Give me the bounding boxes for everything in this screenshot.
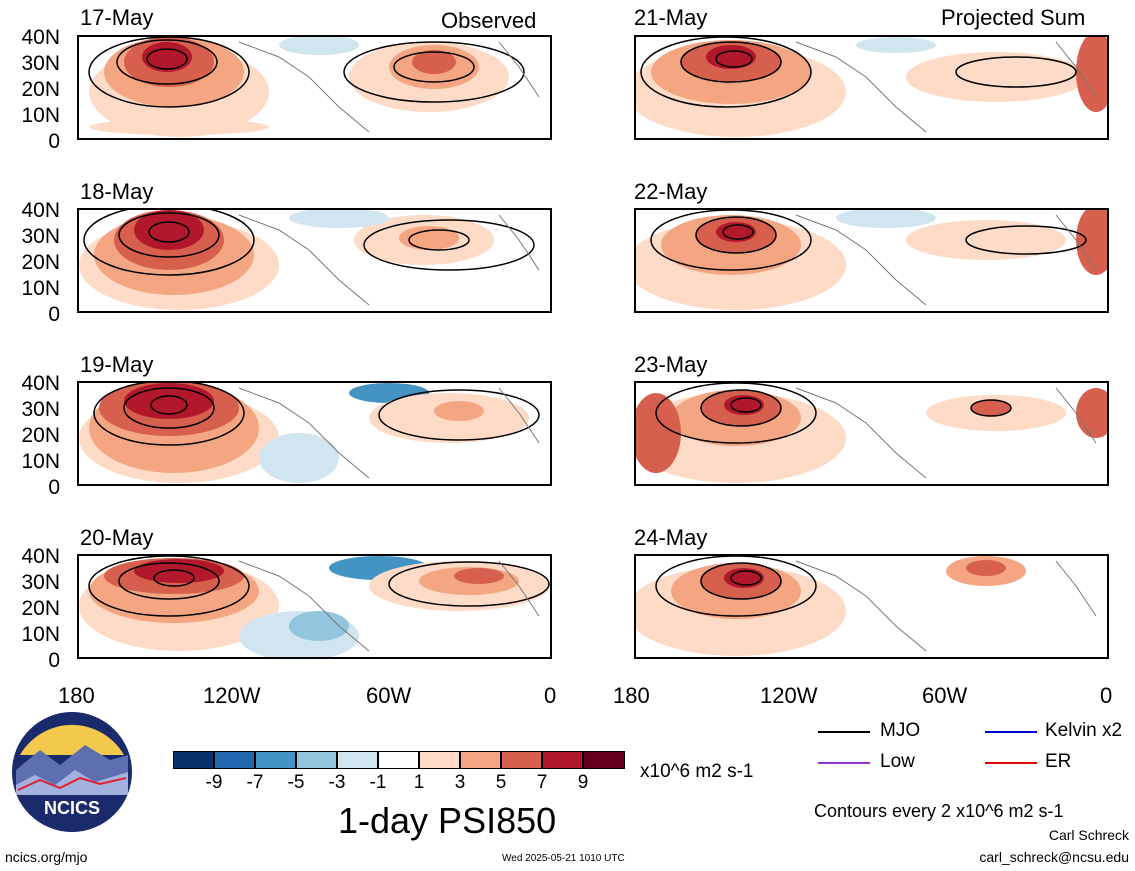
ylabel-30n: 30N <box>21 225 60 248</box>
map-panel-19may <box>77 381 552 486</box>
legend-line-low <box>818 762 870 764</box>
colorbar-label: -9 <box>205 772 223 793</box>
ylabel-0: 0 <box>48 649 60 672</box>
panel-date-22may: 22-May <box>634 179 708 204</box>
colorbar-swatch-9 <box>501 751 542 769</box>
colorbar-swatch-8 <box>460 751 501 769</box>
colorbar-label: -3 <box>328 772 346 793</box>
panel-date-21may: 21-May <box>634 5 708 30</box>
ylabel-10n: 10N <box>21 450 60 473</box>
ylabel-0: 0 <box>48 476 60 499</box>
colorbar-swatch-2 <box>214 751 255 769</box>
legend-label-kelvin: Kelvin x2 <box>1045 720 1123 741</box>
ylabel-40n: 40N <box>21 26 60 49</box>
colorbar-swatch-3 <box>255 751 296 769</box>
legend-line-er <box>985 762 1037 764</box>
ylabel-10n: 10N <box>21 277 60 300</box>
xlabel-120w-left: 120W <box>203 683 261 708</box>
field-title: 1-day PSI850 <box>338 800 557 841</box>
ylabel-40n: 40N <box>21 199 60 222</box>
colorbar-swatch-6 <box>378 751 419 769</box>
panel-date-23may: 23-May <box>634 352 708 377</box>
author-email: carl_schreck@ncsu.edu <box>979 849 1129 865</box>
ylabel-30n: 30N <box>21 52 60 75</box>
xlabel-60w-left: 60W <box>366 683 412 708</box>
colorbar-label: 7 <box>536 772 548 793</box>
ylabel-20n: 20N <box>21 78 60 101</box>
map-panel-24may <box>634 554 1109 659</box>
colorbar-label: 5 <box>495 772 507 793</box>
colorbar-swatch-7 <box>419 751 460 769</box>
colorbar-swatch-1 <box>173 751 214 769</box>
colorbar-label: -5 <box>287 772 305 793</box>
ylabel-10n: 10N <box>21 104 60 127</box>
ylabel-20n: 20N <box>21 597 60 620</box>
ylabel-20n: 20N <box>21 251 60 274</box>
panel-date-18may: 18-May <box>80 179 154 204</box>
colorbar-swatch-10 <box>542 751 583 769</box>
legend-label-mjo: MJO <box>880 720 921 741</box>
map-panel-17may <box>77 35 552 140</box>
colorbar-label: -7 <box>246 772 264 793</box>
xlabel-0-left: 0 <box>544 683 557 708</box>
projected-sum-title: Projected Sum <box>941 5 1086 30</box>
panel-date-20may: 20-May <box>80 525 154 550</box>
ylabel-0: 0 <box>48 303 60 326</box>
ncics-logo: NCICS <box>10 710 134 834</box>
colorbar-label: 1 <box>413 772 425 793</box>
ylabel-30n: 30N <box>21 398 60 421</box>
xlabel-180-right: 180 <box>613 683 650 708</box>
panel-date-19may: 19-May <box>80 352 154 377</box>
site-url: ncics.org/mjo <box>5 849 88 865</box>
ylabel-40n: 40N <box>21 545 60 568</box>
map-panel-23may <box>634 381 1109 486</box>
author-name: Carl Schreck <box>1048 827 1129 843</box>
xlabel-120w-right: 120W <box>760 683 818 708</box>
colorbar-label: -1 <box>369 772 387 793</box>
legend-label-er: ER <box>1045 751 1072 772</box>
ylabel-40n: 40N <box>21 372 60 395</box>
legend-line-mjo <box>818 731 870 733</box>
xlabel-60w-right: 60W <box>922 683 968 708</box>
ylabel-0: 0 <box>48 130 60 153</box>
colorbar-swatch-4 <box>296 751 337 769</box>
map-panel-20may <box>77 554 552 659</box>
xlabel-180-left: 180 <box>58 683 95 708</box>
panel-date-17may: 17-May <box>80 5 154 30</box>
logo-text: NCICS <box>44 798 100 818</box>
map-panel-21may <box>634 35 1109 140</box>
legend-line-kelvin <box>985 731 1037 733</box>
legend-label-low: Low <box>880 751 915 772</box>
ylabel-10n: 10N <box>21 623 60 646</box>
colorbar-units: x10^6 m2 s-1 <box>640 761 754 782</box>
ylabel-20n: 20N <box>21 424 60 447</box>
xlabel-0-right: 0 <box>1100 683 1113 708</box>
ylabel-30n: 30N <box>21 571 60 594</box>
observed-title: Observed <box>441 8 537 33</box>
timestamp: Wed 2025-05-21 1010 UTC <box>502 853 625 864</box>
contour-note: Contours every 2 x10^6 m2 s-1 <box>814 801 1064 821</box>
colorbar-label: 9 <box>577 772 589 793</box>
map-panel-22may <box>634 208 1109 313</box>
map-panel-18may <box>77 208 552 313</box>
panel-date-24may: 24-May <box>634 525 708 550</box>
colorbar-swatch-11 <box>583 751 625 769</box>
colorbar-swatch-5 <box>337 751 378 769</box>
colorbar-label: 3 <box>454 772 466 793</box>
